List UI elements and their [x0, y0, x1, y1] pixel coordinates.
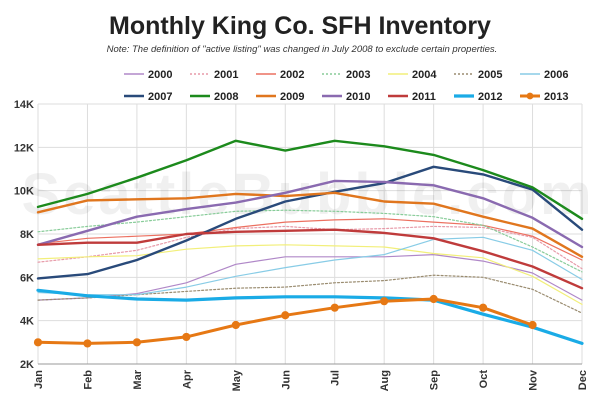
series-point-2013: [330, 303, 339, 312]
chart-title: Monthly King Co. SFH Inventory: [109, 12, 491, 40]
series-line-2007: [36, 165, 584, 280]
legend-item-2001: 2001: [190, 69, 238, 81]
chart-subtitle: Note: The definition of "active listing"…: [107, 44, 498, 55]
series-point-2013: [380, 297, 389, 306]
x-tick-label: Mar: [132, 369, 144, 389]
y-tick-label: 6K: [20, 272, 34, 284]
x-tick-label: Aug: [379, 370, 391, 391]
legend-label: 2010: [346, 91, 370, 103]
series-point-2013: [429, 294, 438, 304]
y-tick-label: 10K: [14, 186, 34, 198]
legend-label: 2005: [478, 69, 502, 81]
series-line-2009: [36, 191, 584, 258]
x-tick-label: May: [231, 369, 243, 391]
legend-item-2004: 2004: [388, 69, 437, 81]
y-tick-label: 8K: [20, 229, 34, 241]
series-line-2010: [36, 179, 584, 249]
legend-item-2000: 2000: [124, 69, 172, 81]
legend-item-2010: 2010: [322, 91, 370, 103]
legend-item-2003: 2003: [322, 69, 370, 81]
y-tick-label: 4K: [20, 316, 34, 328]
legend-label: 2003: [346, 69, 370, 81]
y-tick-label: 14K: [14, 99, 34, 111]
x-axis: Jan Feb Mar Apr May Jun Jul Aug Sep Oct Nov Dec: [33, 369, 589, 391]
x-tick-label: Jan: [33, 370, 45, 389]
legend-label: 2012: [478, 91, 502, 103]
legend-label: 2013: [544, 91, 568, 103]
series-line-2008: [36, 139, 584, 220]
series-line-2005: [37, 274, 583, 314]
legend-label: 2000: [148, 69, 172, 81]
legend-item-2007: 2007: [124, 91, 172, 103]
x-tick-label: Oct: [478, 370, 490, 389]
series-line-2004: [37, 244, 583, 305]
legend-label: 2007: [148, 91, 172, 103]
series-point-2013: [132, 338, 142, 347]
x-tick-label: Feb: [82, 370, 94, 390]
series-point-2013: [33, 338, 43, 347]
x-tick-label: Jul: [330, 370, 342, 386]
y-tick-label: 12K: [14, 142, 34, 154]
series-point-2013: [231, 320, 240, 330]
legend-label: 2002: [280, 69, 304, 81]
legend-label: 2011: [412, 91, 436, 103]
x-tick-label: Nov: [528, 369, 540, 391]
legend-item-2013: 2013: [520, 91, 568, 103]
series-line-2011: [36, 228, 584, 290]
series-point-2013: [182, 332, 191, 342]
series-point-2013: [478, 303, 488, 312]
x-tick-label: Apr: [181, 369, 193, 389]
x-tick-label: Dec: [577, 370, 589, 390]
series-layer: [33, 139, 584, 348]
legend-item-2009: 2009: [256, 91, 304, 103]
series-point-2013: [281, 311, 290, 320]
legend-item-2006: 2006: [520, 69, 568, 81]
legend-label: 2009: [280, 91, 304, 103]
legend-marker: [526, 92, 534, 100]
legend-label: 2001: [214, 69, 238, 81]
x-tick-label: Sep: [429, 370, 441, 390]
legend-item-2012: 2012: [454, 91, 502, 103]
series-point-2013: [83, 339, 92, 348]
x-tick-label: Jun: [280, 370, 292, 390]
legend-item-2005: 2005: [454, 69, 502, 81]
legend: 2000 2001 2002 2003 2004 2005 2006 2007 2008 2009…: [124, 69, 568, 103]
legend-label: 2006: [544, 69, 568, 81]
series-line-2006: [37, 236, 583, 296]
series-line-2012: [36, 288, 584, 345]
legend-item-2008: 2008: [190, 91, 238, 103]
gridlines: [37, 103, 583, 365]
legend-item-2011: 2011: [388, 91, 436, 103]
legend-item-2002: 2002: [256, 69, 304, 81]
legend-label: 2004: [412, 69, 437, 81]
series-point-2013: [528, 320, 537, 330]
legend-label: 2008: [214, 91, 238, 103]
series-line-2002: [37, 218, 583, 261]
y-axis: 2K 4K 6K 8K 10K 12K 14K: [14, 99, 34, 371]
y-tick-label: 2K: [20, 359, 34, 371]
series-line-2003: [37, 209, 583, 273]
